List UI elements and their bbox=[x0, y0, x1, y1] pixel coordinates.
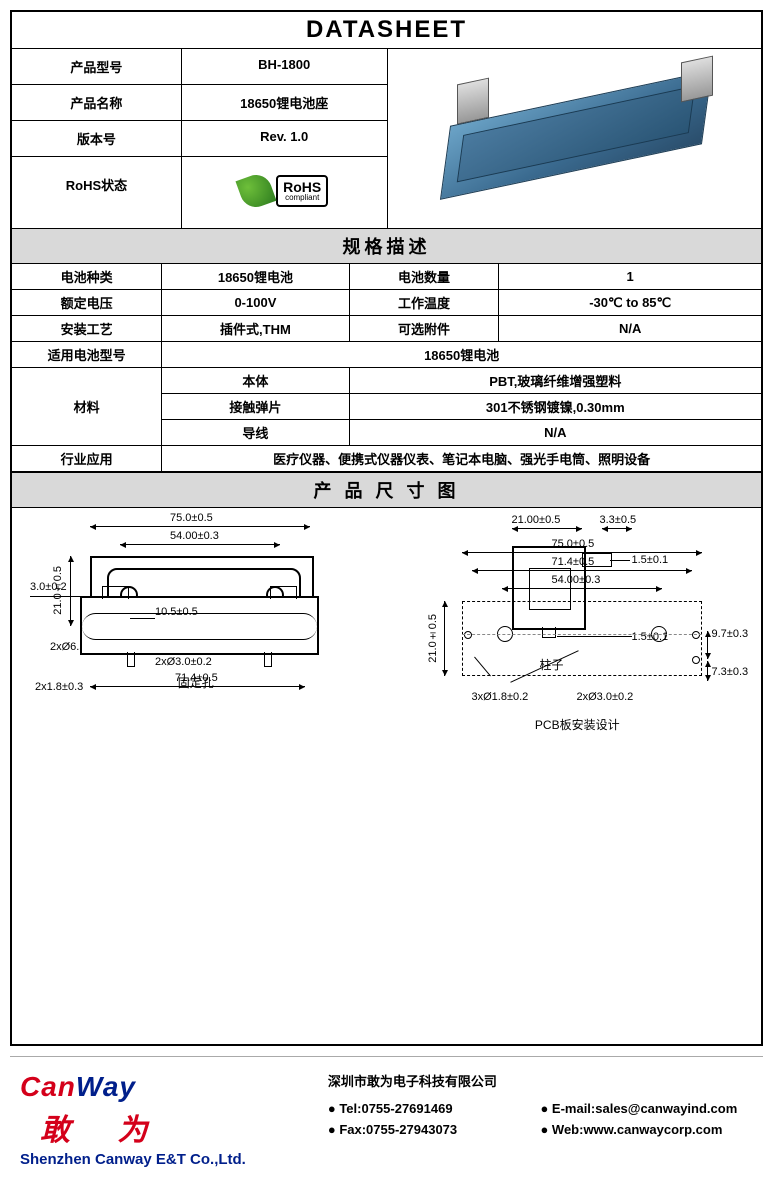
company-en: Shenzhen Canway E&T Co.,Ltd. bbox=[20, 1151, 328, 1168]
spec-cell: N/A bbox=[349, 420, 761, 446]
hdr-label-name: 产品名称 bbox=[12, 85, 182, 120]
logo-block: CanWay 敢 为 Shenzhen Canway E&T Co.,Ltd. bbox=[20, 1071, 328, 1168]
spec-cell: PBT,玻璃纤维增强塑料 bbox=[349, 368, 761, 394]
spec-table: 电池种类 18650锂电池 电池数量 1 额定电压 0-100V 工作温度 -3… bbox=[12, 264, 761, 472]
contact-fax: ● Fax:0755-27943073 bbox=[328, 1119, 541, 1140]
spec-cell: 电池数量 bbox=[349, 264, 499, 290]
contact-email: ● E-mail:sales@canwayind.com bbox=[540, 1098, 753, 1119]
spec-cell: 0-100V bbox=[162, 290, 349, 316]
dimensions-section: 75.0±0.5 54.00±0.3 21.0±0.5 2xØ6.5±0.2 2… bbox=[12, 508, 761, 1044]
spec-cell: N/A bbox=[499, 316, 761, 342]
footer: CanWay 敢 为 Shenzhen Canway E&T Co.,Ltd. … bbox=[10, 1056, 763, 1178]
spec-cell: 安装工艺 bbox=[12, 316, 162, 342]
brand-logo: CanWay bbox=[20, 1071, 328, 1103]
page-title: DATASHEET bbox=[12, 12, 761, 49]
brand-part1: Can bbox=[20, 1071, 76, 1102]
spec-cell: -30℃ to 85℃ bbox=[499, 290, 761, 316]
spec-cell: 额定电压 bbox=[12, 290, 162, 316]
rohs-badge: RoHS compliant bbox=[276, 175, 328, 207]
product-render bbox=[388, 49, 763, 228]
spec-cell: 本体 bbox=[162, 368, 349, 394]
spec-cell: 18650锂电池 bbox=[162, 342, 761, 368]
header-table: 产品型号 BH-1800 产品名称 18650锂电池座 版本号 Rev. 1.0… bbox=[12, 49, 388, 228]
brand-part2: Way bbox=[76, 1071, 136, 1102]
leaf-icon bbox=[236, 170, 277, 211]
spec-cell: 电池种类 bbox=[12, 264, 162, 290]
spec-cell: 301不锈钢镀镍,0.30mm bbox=[349, 394, 761, 420]
spec-header: 规格描述 bbox=[12, 229, 761, 264]
hdr-label-rohs: RoHS状态 bbox=[12, 157, 182, 228]
brand-cn: 敢 为 bbox=[40, 1105, 328, 1149]
spec-cell: 材料 bbox=[12, 368, 162, 446]
hdr-label-model: 产品型号 bbox=[12, 49, 182, 84]
spec-cell: 导线 bbox=[162, 420, 349, 446]
header-section: 产品型号 BH-1800 产品名称 18650锂电池座 版本号 Rev. 1.0… bbox=[12, 49, 761, 229]
spec-cell: 行业应用 bbox=[12, 446, 162, 472]
spec-cell: 可选附件 bbox=[349, 316, 499, 342]
spec-cell: 工作温度 bbox=[349, 290, 499, 316]
hdr-value-model: BH-1800 bbox=[182, 49, 387, 84]
rohs-sub: compliant bbox=[283, 194, 321, 202]
spec-cell: 适用电池型号 bbox=[12, 342, 162, 368]
spec-cell: 医疗仪器、便携式仪器仪表、笔记本电脑、强光手电筒、照明设备 bbox=[162, 446, 761, 472]
spec-cell: 接触弹片 bbox=[162, 394, 349, 420]
hdr-value-rohs: RoHS compliant bbox=[182, 157, 387, 228]
hdr-label-rev: 版本号 bbox=[12, 121, 182, 156]
contact-tel: ● Tel:0755-27691469 bbox=[328, 1098, 541, 1119]
spec-cell: 1 bbox=[499, 264, 761, 290]
spec-cell: 插件式,THM bbox=[162, 316, 349, 342]
company-cn: 深圳市敢为电子科技有限公司 bbox=[328, 1071, 753, 1090]
hdr-value-rev: Rev. 1.0 bbox=[182, 121, 387, 156]
datasheet-page: DATASHEET 产品型号 BH-1800 产品名称 18650锂电池座 版本… bbox=[10, 10, 763, 1046]
spec-cell: 18650锂电池 bbox=[162, 264, 349, 290]
contact-web: ● Web:www.canwaycorp.com bbox=[540, 1119, 753, 1140]
contact-block: 深圳市敢为电子科技有限公司 ● Tel:0755-27691469 ● E-ma… bbox=[328, 1071, 753, 1140]
hdr-value-name: 18650锂电池座 bbox=[182, 85, 387, 120]
dim-header: 产 品 尺 寸 图 bbox=[12, 472, 761, 508]
